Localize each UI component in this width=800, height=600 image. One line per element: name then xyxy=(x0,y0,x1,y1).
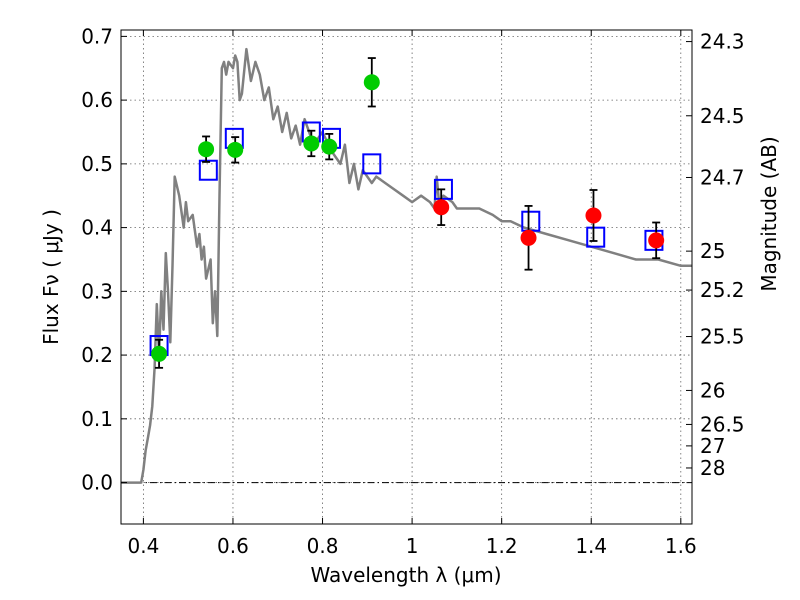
nir-photometry-point xyxy=(648,232,665,249)
magnitude-tick-label: 25.5 xyxy=(700,325,745,349)
model-photometry-square xyxy=(586,226,606,248)
y-tick-label: 0.7 xyxy=(81,24,113,48)
optical-photometry-point xyxy=(363,74,380,91)
y-tick-label: 0.2 xyxy=(81,343,113,367)
x-axis-label: Wavelength λ (μm) xyxy=(310,563,501,587)
y-tick-label: 0.6 xyxy=(81,88,113,112)
model-photometry-square xyxy=(198,159,218,181)
magnitude-tick-label: 28 xyxy=(700,456,725,480)
x-tick-label: 1.6 xyxy=(665,534,697,558)
y-tick-label: 0.0 xyxy=(81,471,113,495)
y-axis-label: Flux Fν ( μJy ) xyxy=(39,209,63,345)
x-tick-label: 0.6 xyxy=(217,534,249,558)
optical-photometry-point xyxy=(227,141,244,158)
model-sed-line xyxy=(121,47,692,484)
nir-photometry-point xyxy=(520,229,537,246)
magnitude-tick-label: 24.5 xyxy=(700,104,745,128)
model-photometry-square xyxy=(362,153,382,175)
magnitude-tick-label: 24.3 xyxy=(700,30,745,54)
plot-frame xyxy=(120,29,693,525)
magnitude-tick-label: 26.5 xyxy=(700,412,745,436)
nir-photometry-point xyxy=(433,199,450,216)
y-tick-label: 0.5 xyxy=(81,152,113,176)
series-layer xyxy=(121,47,692,484)
x-tick-label: 1 xyxy=(406,534,419,558)
x-tick-label: 0.4 xyxy=(127,534,159,558)
y-tick-label: 0.4 xyxy=(81,216,113,240)
optical-photometry-point xyxy=(303,135,320,152)
optical-photometry-point xyxy=(151,345,168,362)
magnitude-tick-label: 25 xyxy=(700,239,725,263)
y-tick-label: 0.1 xyxy=(81,407,113,431)
x-tick-label: 1.2 xyxy=(486,534,518,558)
y-tick-label: 0.3 xyxy=(81,279,113,303)
magnitude-tick-label: 27 xyxy=(700,434,725,458)
ticks-layer: 0.4 0.6 0.8 1 1.2 1.4 1.6 0.0 0.1 0.2 0.3 0.4 0.5 0.6… xyxy=(81,24,744,558)
nir-photometry-point xyxy=(585,207,602,224)
x-tick-label: 0.8 xyxy=(307,534,339,558)
right-axis-label: Magnitude (AB) xyxy=(757,136,781,291)
optical-photometry-point xyxy=(198,141,215,158)
x-tick-label: 1.4 xyxy=(575,534,607,558)
model-photometry-square xyxy=(433,178,453,200)
magnitude-tick-label: 26 xyxy=(700,378,725,402)
magnitude-tick-label: 25.2 xyxy=(700,278,745,302)
optical-photometry-point xyxy=(321,138,338,155)
magnitude-tick-label: 24.7 xyxy=(700,165,745,189)
